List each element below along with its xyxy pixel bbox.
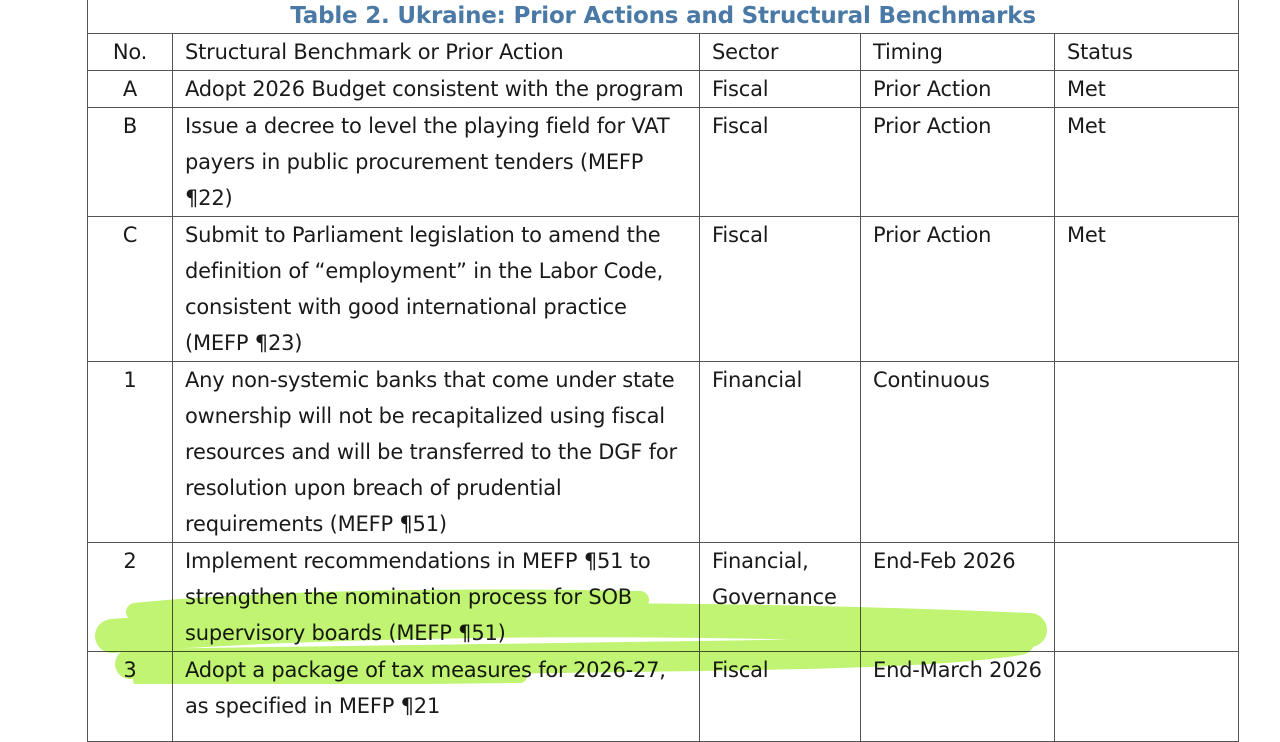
row-no: 3 bbox=[87, 651, 173, 742]
row-timing: End-March 2026 bbox=[860, 651, 1055, 742]
row-timing: Prior Action bbox=[860, 107, 1055, 217]
row-sector: Fiscal bbox=[699, 70, 861, 108]
header-no: No. bbox=[87, 33, 173, 71]
row-status bbox=[1053, 361, 1240, 543]
row-timing: Prior Action bbox=[860, 70, 1055, 108]
row-timing: End-Feb 2026 bbox=[860, 542, 1055, 652]
row-action: Implement recommendations in MEFP ¶51 to… bbox=[172, 542, 700, 652]
header-sector: Sector bbox=[699, 33, 861, 71]
header-timing: Timing bbox=[860, 33, 1055, 71]
header-action: Structural Benchmark or Prior Action bbox=[172, 33, 700, 71]
row-action: Any non-systemic banks that come under s… bbox=[172, 361, 700, 543]
table-row: 1 Any non-systemic banks that come under… bbox=[87, 361, 1240, 543]
table-row: C Submit to Parliament legislation to am… bbox=[87, 216, 1240, 362]
row-no: B bbox=[87, 107, 173, 217]
header-row: No. Structural Benchmark or Prior Action… bbox=[87, 33, 1240, 71]
row-sector: Fiscal bbox=[699, 107, 861, 217]
table-row: B Issue a decree to level the playing fi… bbox=[87, 107, 1240, 217]
row-status: Met bbox=[1053, 107, 1240, 217]
row-no: 1 bbox=[87, 361, 173, 543]
row-action: Submit to Parliament legislation to amen… bbox=[172, 216, 700, 362]
table-row-highlighted: 3 Adopt a package of tax measures for 20… bbox=[87, 651, 1240, 742]
row-timing: Continuous bbox=[860, 361, 1055, 543]
row-sector: Fiscal bbox=[699, 216, 861, 362]
row-status: Met bbox=[1053, 70, 1240, 108]
header-status: Status bbox=[1053, 33, 1240, 71]
row-sector: Financial bbox=[699, 361, 861, 543]
row-no: A bbox=[87, 70, 173, 108]
row-no: 2 bbox=[87, 542, 173, 652]
row-status bbox=[1053, 542, 1240, 652]
row-sector: Fiscal bbox=[699, 651, 861, 742]
row-action: Adopt 2026 Budget consistent with the pr… bbox=[172, 70, 700, 108]
row-sector: Financial, Governance bbox=[699, 542, 861, 652]
table-title: Table 2. Ukraine: Prior Actions and Stru… bbox=[86, 0, 1240, 34]
table-row: 2 Implement recommendations in MEFP ¶51 … bbox=[87, 542, 1240, 652]
table-row: A Adopt 2026 Budget consistent with the … bbox=[87, 70, 1240, 108]
row-status: Met bbox=[1053, 216, 1240, 362]
row-timing: Prior Action bbox=[860, 216, 1055, 362]
row-action: Issue a decree to level the playing fiel… bbox=[172, 107, 700, 217]
row-status bbox=[1053, 651, 1240, 742]
benchmarks-table: Table 2. Ukraine: Prior Actions and Stru… bbox=[86, 0, 1240, 742]
row-no: C bbox=[87, 216, 173, 362]
row-action: Adopt a package of tax measures for 2026… bbox=[172, 651, 700, 742]
